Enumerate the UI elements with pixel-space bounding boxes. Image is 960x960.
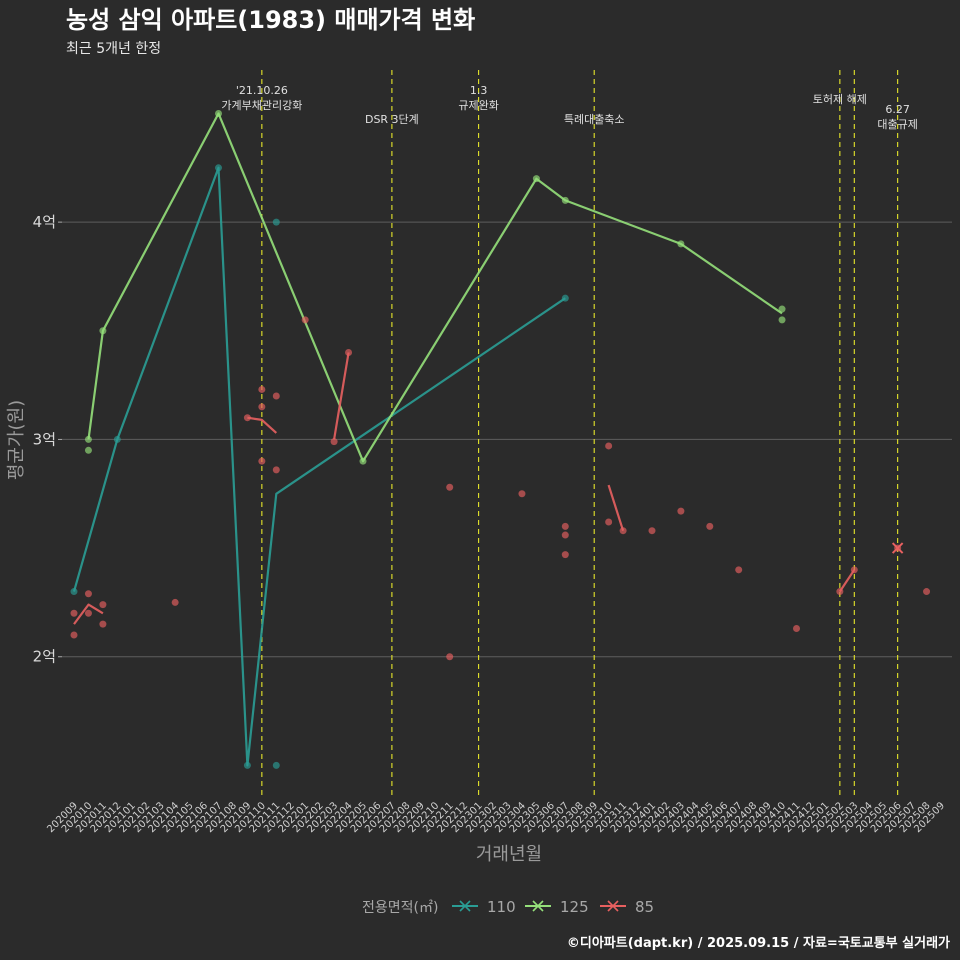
- legend-swatch-cross: [607, 900, 619, 912]
- chart-subtitle: 최근 5개년 한정: [66, 41, 161, 57]
- legend-items: 110 125 85: [452, 898, 654, 916]
- data-point-85: [171, 598, 179, 606]
- data-point-110: [272, 218, 280, 226]
- data-point-85: [272, 392, 280, 400]
- event-label: 6.27: [885, 103, 910, 116]
- data-point-85: [518, 490, 526, 498]
- data-point-85: [561, 522, 569, 530]
- data-point-85: [706, 522, 714, 530]
- y-tick-labels: 2억 3억 4억: [33, 213, 56, 666]
- series-line-110: [72, 166, 566, 767]
- data-point-125: [778, 305, 786, 313]
- legend-label: 85: [635, 898, 654, 916]
- legend-label: 125: [560, 898, 589, 916]
- x-marker-85: [891, 542, 904, 554]
- series-125: [84, 109, 786, 465]
- data-point-85: [561, 531, 569, 539]
- series-110: [70, 164, 569, 769]
- series-line-segment-85: [247, 416, 278, 434]
- data-point-110: [272, 761, 280, 769]
- data-point-85: [677, 507, 685, 515]
- source-caption: ©디아파트(dapt.kr) / 2025.09.15 / 자료=국토교통부 실…: [567, 935, 950, 951]
- event-label: '21.10.26: [236, 84, 288, 97]
- legend-title: 전용면적(㎡): [362, 900, 438, 916]
- event-label: 대출규제: [877, 118, 917, 131]
- series-line-segment-85: [73, 603, 104, 625]
- data-point-85: [923, 588, 931, 596]
- data-point-85: [258, 403, 266, 411]
- legend: 전용면적(㎡) 110 125 85: [362, 898, 654, 916]
- y-gridlines: [58, 221, 952, 658]
- data-point-85: [84, 609, 92, 617]
- series-layer: [70, 109, 931, 769]
- data-point-85: [561, 551, 569, 559]
- legend-swatch-cross: [532, 900, 544, 912]
- data-point-85: [258, 457, 266, 465]
- series-line-125: [87, 112, 783, 463]
- data-point-125: [84, 446, 92, 454]
- event-label: 토허제 해제: [813, 92, 867, 106]
- data-point-85: [619, 527, 627, 535]
- event-label: 가계부채관리강화: [221, 99, 302, 112]
- data-point-85: [84, 590, 92, 598]
- data-point-85: [446, 483, 454, 491]
- data-point-85: [446, 653, 454, 661]
- chart-title: 농성 삼익 아파트(1983) 매매가격 변화: [66, 6, 475, 34]
- data-point-85: [648, 527, 656, 535]
- series-line-segment-85: [838, 569, 856, 593]
- series-line-segment-85: [333, 352, 350, 440]
- data-point-85: [258, 385, 266, 393]
- data-point-85: [301, 316, 309, 324]
- data-point-125: [84, 435, 92, 443]
- data-point-125: [778, 316, 786, 324]
- data-point-85: [70, 609, 78, 617]
- data-point-85: [99, 620, 107, 628]
- y-tick-label: 2억: [33, 648, 56, 666]
- legend-item-110: 110: [452, 898, 516, 916]
- data-point-85: [272, 466, 280, 474]
- x-tick-labels: 2020092020102020112020122021012021022021…: [45, 800, 947, 835]
- y-axis-title: 평균가(원): [6, 400, 27, 480]
- legend-label: 110: [487, 898, 516, 916]
- data-point-85: [605, 442, 613, 450]
- data-point-85: [70, 631, 78, 639]
- data-point-85: [735, 566, 743, 574]
- event-label: 규제완화: [458, 99, 498, 112]
- legend-item-125: 125: [525, 898, 589, 916]
- series-line-segment-85: [607, 484, 625, 532]
- y-tick-label: 3억: [33, 430, 56, 448]
- data-point-85: [793, 624, 800, 632]
- legend-item-85: 85: [600, 898, 654, 916]
- data-point-85: [330, 438, 338, 446]
- event-label: 특례대출축소: [564, 113, 625, 126]
- data-point-85: [605, 518, 613, 526]
- event-label: 1.3: [470, 84, 488, 97]
- event-label: DSR 3단계: [365, 113, 419, 126]
- y-tick-label: 4억: [33, 213, 56, 231]
- data-point-85: [99, 601, 107, 609]
- x-axis-title: 거래년월: [476, 844, 542, 865]
- legend-swatch-cross: [459, 900, 471, 912]
- series-85: [70, 316, 931, 661]
